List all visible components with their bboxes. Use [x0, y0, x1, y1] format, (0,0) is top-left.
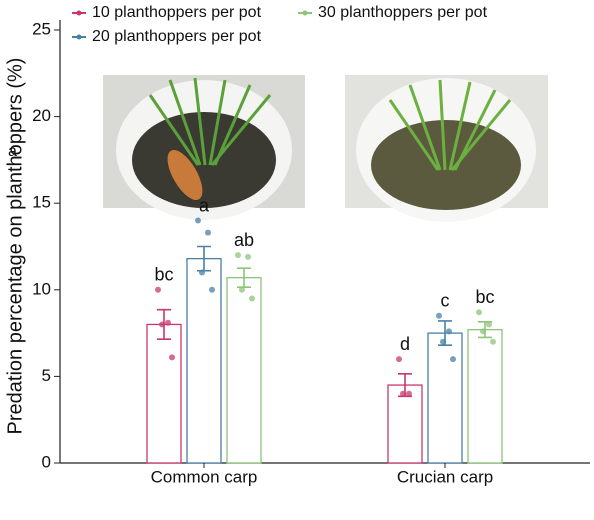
data-point: [165, 319, 171, 326]
data-point: [400, 390, 406, 397]
data-point: [446, 328, 452, 335]
data-point: [245, 253, 251, 260]
bar: [387, 384, 423, 464]
bar: [427, 332, 463, 464]
data-point: [249, 295, 255, 302]
significance-letter: ab: [234, 230, 254, 250]
legend-label: 30 planthoppers per pot: [318, 4, 488, 21]
x-tick-label: Crucian carp: [397, 467, 493, 486]
y-axis-label: Predation percentage on planthoppers (%): [4, 58, 26, 435]
data-point: [406, 390, 412, 397]
y-tick-label: 15: [32, 193, 51, 212]
significance-letter: bc: [154, 265, 173, 285]
data-point: [159, 321, 165, 328]
y-tick-label: 20: [32, 106, 51, 125]
significance-letter: d: [400, 334, 410, 354]
panel-label: a: [8, 143, 17, 160]
x-tick-label: Common carp: [151, 467, 258, 486]
legend-marker: [302, 10, 308, 16]
data-point: [436, 312, 442, 319]
bar: [467, 328, 503, 464]
data-point: [440, 338, 446, 345]
legend-label: 20 planthoppers per pot: [92, 28, 262, 45]
data-point: [235, 252, 241, 259]
significance-letter: c: [441, 291, 450, 311]
y-tick-label: 0: [42, 452, 51, 471]
photo: [345, 75, 548, 222]
data-point: [490, 338, 496, 345]
bar: [186, 257, 222, 464]
data-point: [450, 356, 456, 363]
data-point: [155, 286, 161, 293]
data-point: [486, 321, 492, 328]
data-point: [205, 229, 211, 236]
data-point: [239, 286, 245, 293]
bar: [226, 277, 262, 464]
data-point: [209, 286, 215, 293]
legend-marker: [76, 34, 82, 40]
legend-label: 10 planthoppers per pot: [92, 4, 262, 21]
data-point: [476, 309, 482, 316]
y-tick-label: 10: [32, 279, 51, 298]
significance-letter: bc: [475, 287, 494, 307]
legend-marker: [76, 10, 82, 16]
data-point: [396, 356, 402, 363]
y-tick-label: 25: [32, 19, 51, 38]
bar: [146, 323, 182, 464]
y-tick-label: 5: [42, 366, 51, 385]
data-point: [195, 217, 201, 224]
significance-letter: a: [199, 195, 210, 215]
error-bar: [237, 267, 251, 289]
photo: [103, 75, 305, 220]
data-point: [199, 269, 205, 276]
data-point: [480, 328, 486, 335]
data-point: [169, 354, 175, 361]
